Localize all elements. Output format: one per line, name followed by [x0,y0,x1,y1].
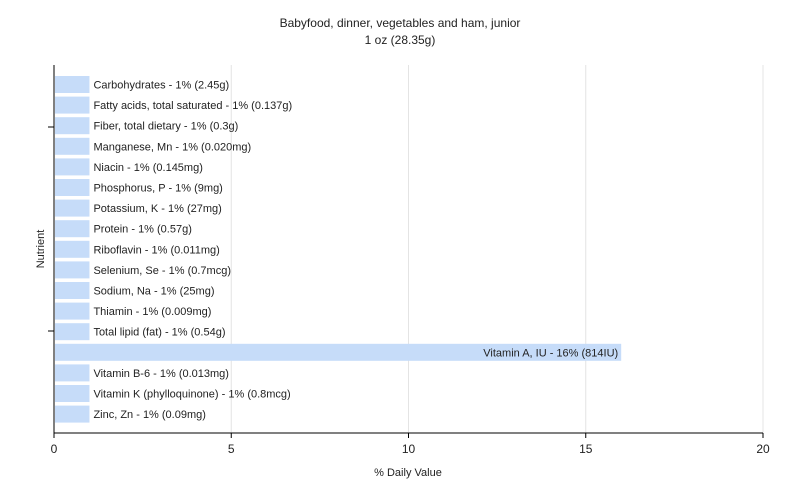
chart-title: Babyfood, dinner, vegetables and ham, ju… [280,16,521,30]
bar [55,220,90,238]
x-tick-label: 10 [402,442,416,456]
bar-label: Vitamin K (phylloquinone) - 1% (0.8mcg) [93,389,290,401]
x-tick-label: 15 [579,442,593,456]
bars [55,76,622,423]
bar [55,158,90,176]
bar-label: Niacin - 1% (0.145mg) [93,162,202,174]
y-axis-label: Nutrient [35,230,47,269]
bar-label: Zinc, Zn - 1% (0.09mg) [93,409,205,421]
bar-label: Total lipid (fat) - 1% (0.54g) [93,327,225,339]
bar [55,137,90,155]
bar-label: Vitamin B-6 - 1% (0.013mg) [93,368,229,380]
bar-label: Fatty acids, total saturated - 1% (0.137… [93,100,292,112]
bar-label: Manganese, Mn - 1% (0.020mg) [93,141,251,153]
bar [55,323,90,341]
bar-labels: Carbohydrates - 1% (2.45g) Fatty acids, t… [93,80,618,422]
x-axis-ticks: 0 5 10 15 20 [51,433,770,456]
bar [55,199,90,217]
bar [55,364,90,382]
bar [55,240,90,258]
bar-label: Phosphorus, P - 1% (9mg) [93,183,222,195]
bar [55,343,622,361]
x-tick-label: 20 [756,442,770,456]
bar-label: Protein - 1% (0.57g) [93,224,191,236]
bar-label: Potassium, K - 1% (27mg) [93,203,221,215]
bar-label: Carbohydrates - 1% (2.45g) [93,80,229,92]
x-axis-label: % Daily Value [374,467,442,479]
bar-label: Vitamin A, IU - 16% (814IU) [483,347,618,359]
bar [55,179,90,196]
bar [55,405,90,423]
bar [55,96,90,114]
bar [55,76,90,93]
bar [55,385,90,402]
bar-label: Sodium, Na - 1% (25mg) [93,286,214,298]
bar-label: Thiamin - 1% (0.009mg) [93,306,211,318]
x-tick-label: 5 [228,442,235,456]
grid-lines [230,65,764,433]
chart-subtitle: 1 oz (28.35g) [365,33,436,47]
bar [55,282,90,299]
bar-label: Riboflavin - 1% (0.011mg) [93,244,219,256]
bar [55,261,90,279]
x-tick-label: 0 [51,442,58,456]
bar [55,302,90,320]
bar [55,117,90,135]
bar-label: Selenium, Se - 1% (0.7mcg) [93,265,231,277]
bar-label: Fiber, total dietary - 1% (0.3g) [93,121,238,133]
